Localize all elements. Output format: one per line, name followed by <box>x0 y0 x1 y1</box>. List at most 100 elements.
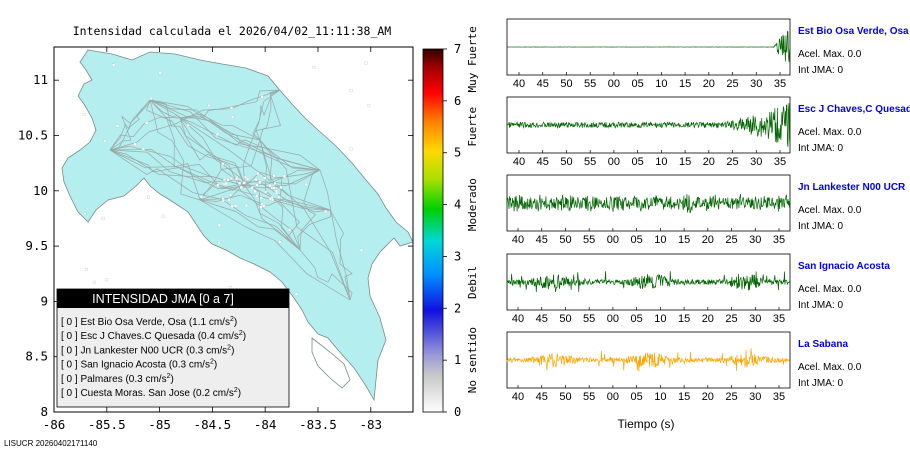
station-marker <box>349 147 353 151</box>
waveform-xtick-label: 35 <box>773 313 785 325</box>
waveform-xtick-label: 55 <box>584 156 596 168</box>
station-name: La Sabana <box>798 339 848 350</box>
road <box>109 99 151 151</box>
station-marker <box>229 193 233 197</box>
map-xtick-label: -86 <box>43 417 66 432</box>
station-marker <box>364 61 368 65</box>
waveform-panel: 40 45 50 55 00 05 10 15 20 25 30 35 Jn Lankester N00… <box>506 174 906 246</box>
colorbar-tick-label: 3 <box>454 249 461 263</box>
map-axes: -86 -85.5 -85 -84.5 -84 -83.5 -83 11 10.5 10 9.5 9 8… <box>18 47 413 432</box>
station-marker <box>278 240 282 244</box>
station-marker <box>145 121 149 125</box>
road <box>244 185 301 251</box>
station-marker <box>235 177 239 181</box>
colorbar-category-label: Debil <box>466 266 479 299</box>
waveform-xtick-label: 25 <box>725 313 737 325</box>
station-marker <box>103 139 107 143</box>
waveform-xtick-label: 40 <box>512 391 524 403</box>
waveform-xtick-label: 15 <box>679 156 691 168</box>
waveform-xtick-label: 50 <box>559 391 571 403</box>
station-marker <box>101 216 105 220</box>
station-marker <box>312 65 316 69</box>
colorbar-category-label: Fuerte <box>466 107 479 147</box>
road <box>199 199 301 251</box>
road <box>199 169 321 201</box>
colorbar-category-label: Moderado <box>466 178 479 231</box>
station-marker <box>227 198 231 202</box>
station-marker <box>105 278 109 282</box>
waveform-xtick-label: 30 <box>749 313 761 325</box>
station-marker <box>215 132 219 136</box>
station-marker <box>133 142 137 146</box>
road <box>319 169 351 301</box>
station-marker <box>238 181 242 185</box>
map-ytick-label: 10.5 <box>18 127 48 142</box>
station-marker <box>255 183 259 187</box>
accel-max-label: Acel. Max. 0.0 <box>798 49 862 60</box>
waveform-xtick-label: 35 <box>774 156 786 168</box>
waveform-xtick-label: 00 <box>607 234 619 246</box>
intensity-colorbar: 0 1 2 3 4 5 6 7 No sentido Debil Moderado Fuerte Muy… <box>422 26 479 419</box>
road <box>149 99 261 141</box>
station-marker <box>263 176 267 180</box>
station-marker <box>254 178 258 182</box>
road <box>109 99 151 151</box>
station-marker <box>256 171 260 175</box>
waveform-xtick-label: 20 <box>702 234 714 246</box>
waveform-xtick-label: 15 <box>679 78 691 90</box>
int-jma-label: Int JMA: 0 <box>798 143 843 154</box>
waveform-xtick-label: 25 <box>725 391 737 403</box>
accel-max-label: Acel. Max. 0.0 <box>798 284 862 295</box>
map-title: Intensidad calculada el 2026/04/02_11:11… <box>73 24 392 38</box>
road <box>109 149 331 211</box>
road <box>297 209 332 251</box>
road <box>149 99 321 171</box>
int-jma-label: Int JMA: 0 <box>798 300 843 311</box>
map-xtick-label: -84.5 <box>194 417 232 432</box>
waveform-xtick-label: 55 <box>583 391 595 403</box>
station-marker <box>270 196 274 199</box>
colorbar-category-label: Muy Fuerte <box>466 26 479 92</box>
int-jma-label: Int JMA: 0 <box>798 65 843 76</box>
station-marker <box>147 195 150 199</box>
legend-item: [ 0 ] Jn Lankester N00 UCR (0.3 cm/s2) <box>61 344 234 356</box>
station-marker <box>217 241 221 245</box>
waveform-xtick-label: 00 <box>608 78 620 90</box>
road <box>199 139 261 201</box>
waveform-xtick-label: 05 <box>632 78 644 90</box>
station-marker <box>259 205 263 209</box>
station-marker <box>223 178 226 182</box>
legend-item: [ 0 ] Esc J Chaves.C Quesada (0.4 cm/s2) <box>61 330 246 342</box>
road <box>149 99 321 171</box>
station-marker <box>255 194 259 198</box>
road <box>299 249 353 301</box>
roads-network <box>109 89 353 301</box>
waveform-panel: 40 45 50 55 00 05 10 15 20 25 30 35 San Ignacio Acos… <box>506 253 890 325</box>
waveform-panel: 40 45 50 55 00 05 10 15 20 25 30 35 La Sabana Acel. M… <box>506 331 862 403</box>
station-marker <box>224 182 228 186</box>
station-marker <box>264 190 268 194</box>
station-marker <box>207 104 211 107</box>
legend-items: [ 0 ] Est Bio Osa Verde, Osa (1.1 cm/s2)… <box>61 316 246 399</box>
waveform-xtick-label: 55 <box>584 78 596 90</box>
waveform-xtick-label: 50 <box>559 313 571 325</box>
station-name: Esc J Chaves,C Quesada <box>798 104 910 115</box>
station-name: San Ignacio Acosta <box>798 261 890 272</box>
waveform-xtick-label: 30 <box>750 156 762 168</box>
waveform-xtick-label: 05 <box>631 234 643 246</box>
road <box>259 139 351 301</box>
station-marker <box>82 112 86 116</box>
waveform-xtick-label: 40 <box>513 78 525 90</box>
station-marker <box>216 183 220 187</box>
station-marker <box>324 210 327 213</box>
legend-item: [ 0 ] Cuesta Moras. San Jose (0.2 cm/s2) <box>61 387 241 399</box>
station-marker <box>230 106 233 110</box>
accel-max-label: Acel. Max. 0.0 <box>798 362 862 373</box>
waveform-xtick-label: 15 <box>678 391 690 403</box>
station-marker <box>217 223 221 227</box>
road <box>179 117 246 187</box>
waveform-xtick-label: 00 <box>607 391 619 403</box>
waveform-xtick-label: 10 <box>655 156 667 168</box>
road <box>179 117 301 251</box>
waveform-xtick-label: 20 <box>702 313 714 325</box>
